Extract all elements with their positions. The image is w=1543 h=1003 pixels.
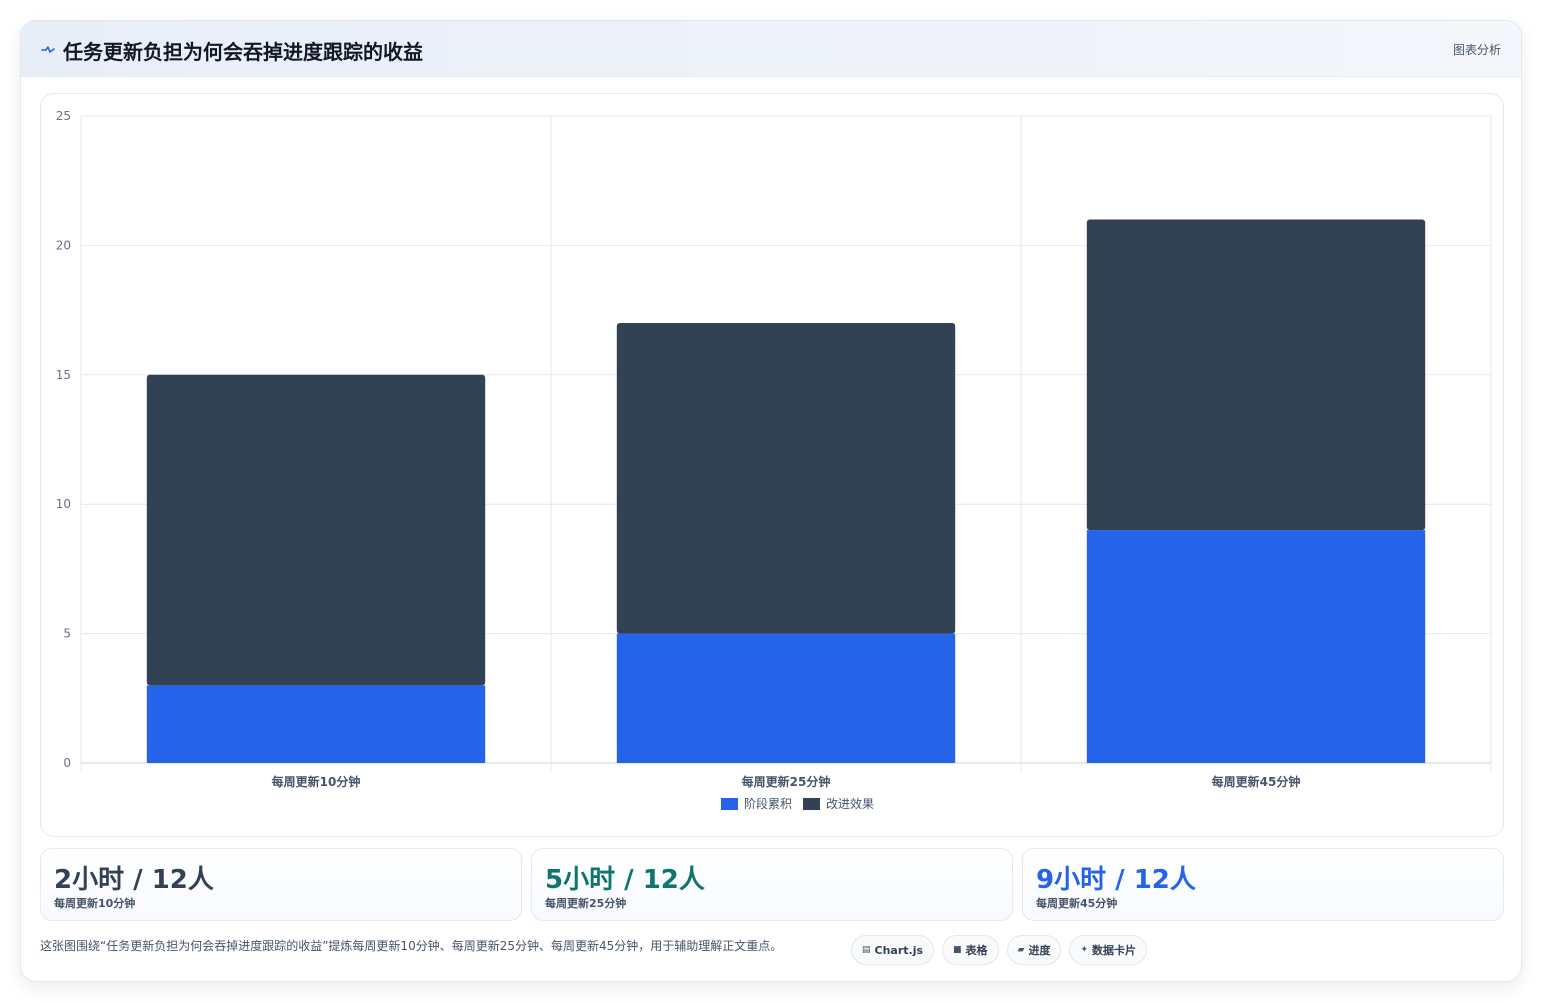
chart-panel: 0 5 10 15 20 25 每周更新10分钟 每周更新25分钟 每周更新45分钟阶段累积 改进… xyxy=(40,93,1504,837)
pulse-icon xyxy=(41,46,55,53)
stat-value-2: 5小时 / 12人 xyxy=(545,865,705,895)
tag-table[interactable]: ■ 表格 xyxy=(942,935,999,965)
bar-effect-2 xyxy=(616,323,956,634)
tag-progress[interactable]: ▰ 进度 xyxy=(1006,935,1062,965)
stat-card-2: 5小时 / 12人 每周更新25分钟 xyxy=(531,848,1013,921)
stat-label-3: 每周更新45分钟 xyxy=(1036,897,1118,910)
bar-stage-1 xyxy=(146,685,486,763)
header-meta: 图表分析 xyxy=(1452,43,1501,57)
stat-value-1: 2小时 / 12人 xyxy=(54,865,214,895)
y-tick-label: 0 xyxy=(63,756,71,770)
tag-data-card[interactable]: ✦ 数据卡片 xyxy=(1069,935,1148,965)
stat-label-1: 每周更新10分钟 xyxy=(54,897,136,910)
chart-card: 任务更新负担为何会吞掉进度跟踪的收益 图表分析 0 5 10 15 20 25 每周更新10… xyxy=(20,20,1522,982)
tag-chartjs[interactable]: ▤ Chart.js xyxy=(851,935,935,965)
y-tick-label: 10 xyxy=(56,497,71,511)
tag-label: Chart.js xyxy=(874,943,924,957)
chart-icon: ▤ xyxy=(862,945,871,955)
bar-stage-3 xyxy=(1086,530,1426,763)
stat-value-3: 9小时 / 12人 xyxy=(1036,865,1196,895)
chart-caption: 这张图围绕“任务更新负担为何会吞掉进度跟踪的收益”提炼每周更新10分钟、每周更新… xyxy=(40,939,783,953)
y-tick-label: 5 xyxy=(63,627,71,641)
legend-label: 改进效果 xyxy=(826,796,874,811)
x-tick-label: 每周更新25分钟 xyxy=(742,774,831,789)
stat-card-3: 9小时 / 12人 每周更新45分钟 xyxy=(1022,848,1504,921)
tag-list: ▤ Chart.js ■ 表格 ▰ 进度 ✦ 数据卡片 xyxy=(851,935,1148,965)
card-header: 任务更新负担为何会吞掉进度跟踪的收益 图表分析 xyxy=(21,21,1521,77)
legend-label: 阶段累积 xyxy=(744,796,792,811)
legend-swatch xyxy=(803,798,820,810)
table-icon: ■ xyxy=(953,945,962,955)
card-icon: ✦ xyxy=(1080,945,1089,955)
bar-effect-3 xyxy=(1086,219,1426,531)
y-tick-label: 15 xyxy=(56,368,71,382)
x-tick-label: 每周更新45分钟 xyxy=(1212,774,1301,789)
legend-swatch xyxy=(721,798,738,810)
tag-label: 进度 xyxy=(1028,944,1051,957)
stat-label-2: 每周更新25分钟 xyxy=(545,897,627,910)
tag-label: 数据卡片 xyxy=(1092,944,1137,957)
progress-icon: ▰ xyxy=(1017,945,1025,955)
x-tick-label: 每周更新10分钟 xyxy=(272,774,361,789)
stat-card-1: 2小时 / 12人 每周更新10分钟 xyxy=(40,848,522,921)
tag-label: 表格 xyxy=(965,944,988,957)
page-title: 任务更新负担为何会吞掉进度跟踪的收益 xyxy=(63,40,423,64)
y-tick-label: 20 xyxy=(56,238,71,252)
bar-stage-2 xyxy=(616,633,956,763)
y-tick-label: 25 xyxy=(56,109,71,123)
bar-effect-1 xyxy=(146,374,486,686)
